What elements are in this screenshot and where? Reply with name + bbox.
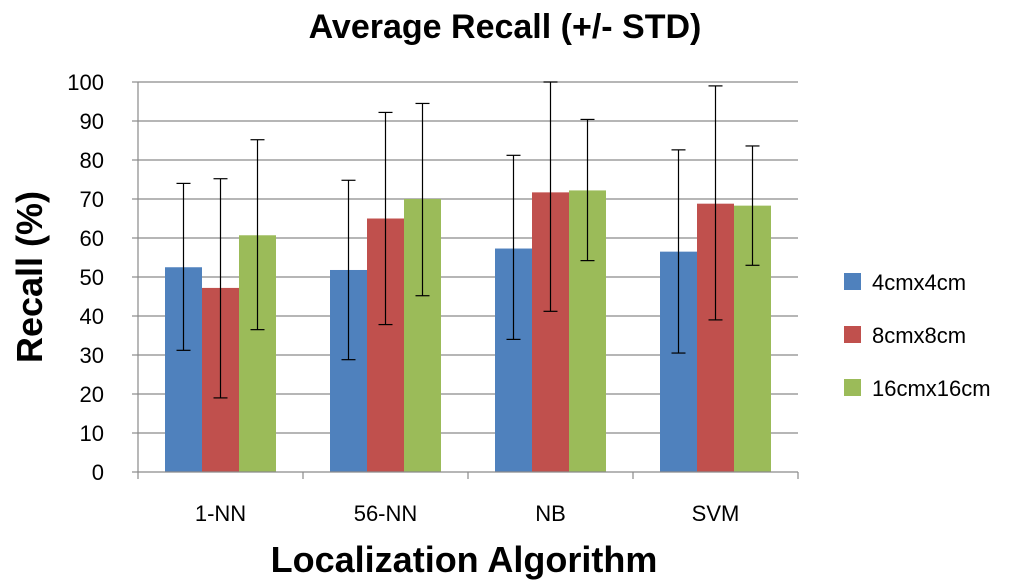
y-tick-label: 70	[80, 187, 104, 212]
legend-swatch	[844, 379, 861, 396]
bars	[165, 190, 771, 473]
y-tick-label: 100	[67, 70, 104, 95]
x-axis-title: Localization Algorithm	[271, 539, 658, 580]
y-tick-label: 90	[80, 109, 104, 134]
x-tick-label: 56-NN	[354, 501, 418, 526]
y-tick-label: 40	[80, 304, 104, 329]
legend-label: 16cmx16cm	[872, 376, 991, 401]
chart-title: Average Recall (+/- STD)	[309, 8, 702, 46]
y-tick-label: 20	[80, 382, 104, 407]
y-tick-label: 30	[80, 343, 104, 368]
x-tick-label: 1-NN	[195, 501, 246, 526]
legend-swatch	[844, 273, 861, 290]
x-tick-label: SVM	[692, 501, 740, 526]
x-tick-label: NB	[535, 501, 566, 526]
legend-label: 4cmx4cm	[872, 270, 966, 295]
error-bars	[176, 81, 760, 399]
y-tick-label: 80	[80, 148, 104, 173]
legend-swatch	[844, 326, 861, 343]
legend: 4cmx4cm 8cmx8cm 16cmx16cm	[844, 270, 991, 401]
y-tick-label: 50	[80, 265, 104, 290]
axes	[132, 81, 799, 479]
y-tick-label: 0	[92, 460, 104, 485]
y-axis-title: Recall (%)	[9, 191, 50, 363]
y-tick-label: 10	[80, 421, 104, 446]
y-tick-label: 60	[80, 226, 104, 251]
y-tick-labels: 0 10 20 30 40 50 60 70 80 90 100	[67, 70, 104, 485]
x-tick-labels: 1-NN 56-NN NB SVM	[195, 501, 740, 526]
legend-label: 8cmx8cm	[872, 323, 966, 348]
